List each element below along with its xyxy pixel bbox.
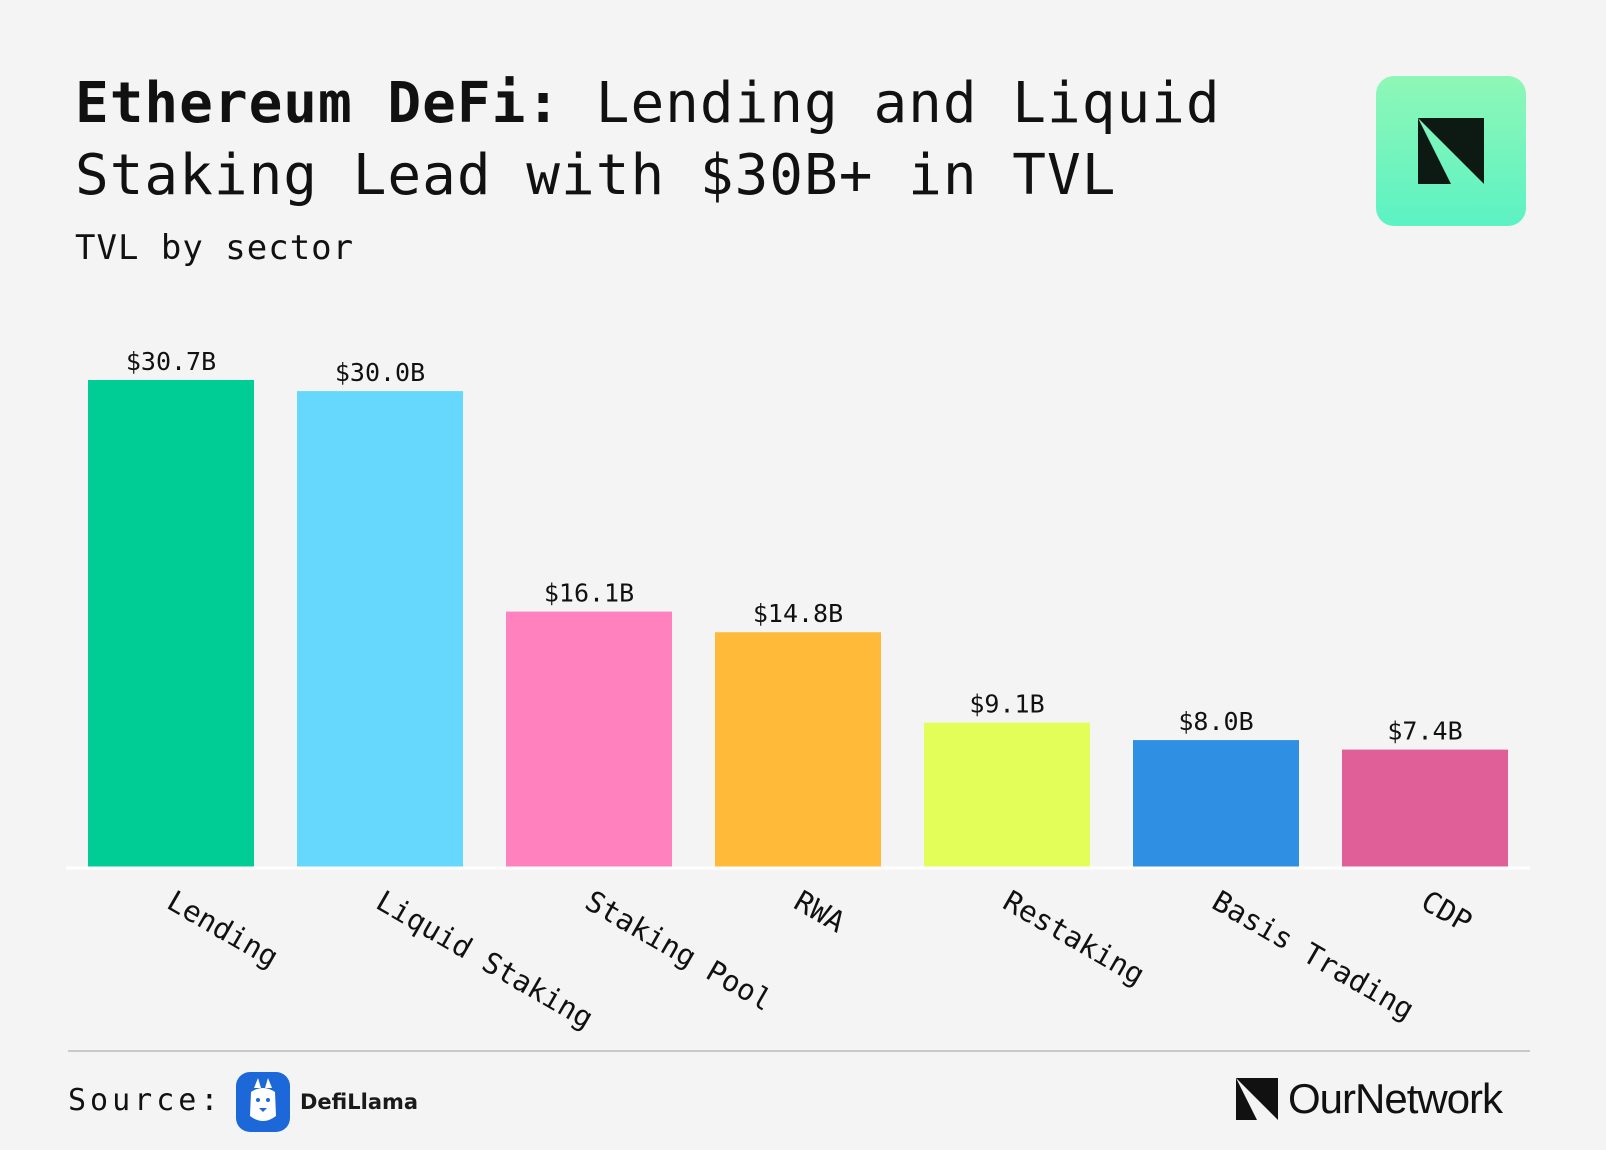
defillama-name: DefiLlama <box>300 1090 419 1114</box>
chart-title-bold: Ethereum DeFi: <box>75 71 562 136</box>
bar-value-label: $14.8B <box>753 599 843 628</box>
x-tick-label: Restaking <box>998 884 1151 992</box>
bar-value-label: $30.7B <box>126 347 216 376</box>
ournetwork-name: OurNetwork <box>1288 1075 1503 1122</box>
chart-title-rest: Lending and Liquid Staking Lead with $30… <box>75 71 1221 208</box>
source-label: Source: <box>68 1083 223 1118</box>
x-tick-label: Lending <box>162 884 285 975</box>
bar-value-label: $8.0B <box>1178 707 1253 736</box>
ournetwork-logo: OurNetwork <box>1236 1074 1503 1124</box>
bar-value-label: $16.1B <box>544 579 634 608</box>
bar-liquid-staking <box>297 391 463 867</box>
bar-value-label: $9.1B <box>969 690 1044 719</box>
bar-cdp <box>1342 749 1508 867</box>
footer-divider <box>68 1050 1530 1052</box>
x-tick-label: RWA <box>789 884 851 940</box>
defillama-logo: DefiLlama <box>236 1072 418 1132</box>
bar-staking-pool <box>506 611 672 867</box>
bar-value-label: $30.0B <box>335 358 425 387</box>
chart-title: Ethereum DeFi: Lending and Liquid Stakin… <box>75 68 1305 212</box>
x-tick-label: CDP <box>1416 884 1478 940</box>
bar-value-label: $7.4B <box>1387 717 1462 746</box>
x-tick-label: Staking Pool <box>580 884 778 1018</box>
bar-lending <box>88 380 254 867</box>
bar-restaking <box>924 722 1090 867</box>
ournetwork-badge-icon <box>1376 76 1526 226</box>
defillama-llama-icon <box>236 1072 290 1132</box>
ournetwork-wordmark-icon <box>1236 1078 1278 1120</box>
chart-subtitle: TVL by sector <box>75 228 355 268</box>
x-tick-label: Liquid Staking <box>371 884 600 1036</box>
bar-chart: $30.7B Lending $30.0B Liquid Staking $16.1B S… <box>66 347 1530 1036</box>
ournetwork-logo-icon <box>1418 118 1484 184</box>
bar-basis-trading <box>1133 740 1299 867</box>
bar-rwa <box>715 632 881 867</box>
x-tick-label: Basis Trading <box>1207 884 1421 1027</box>
